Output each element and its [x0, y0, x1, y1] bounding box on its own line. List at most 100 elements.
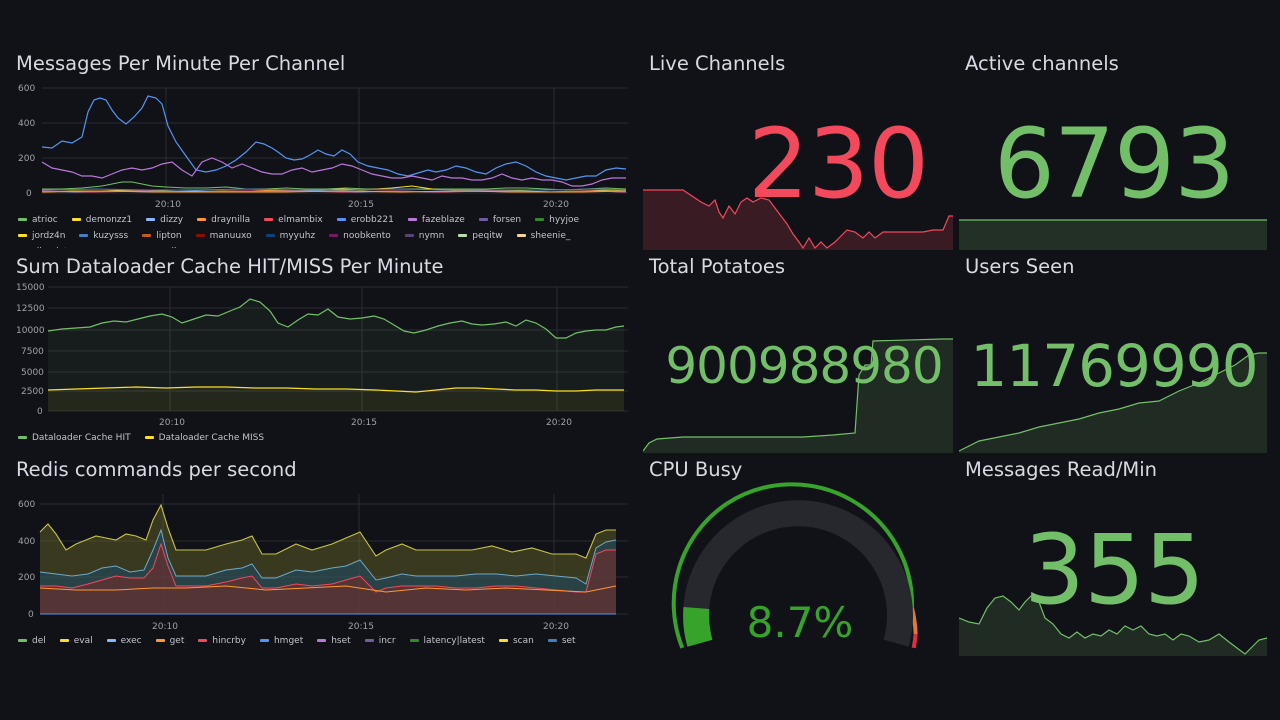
active-channels-sparkline [959, 219, 1267, 250]
legend-item[interactable]: manuuxo [195, 229, 252, 242]
x-tick-label: 20:20 [543, 622, 569, 632]
legend-item[interactable]: noobkento [329, 229, 391, 242]
panel-title: Users Seen [965, 255, 1075, 278]
panel-title: Active channels [965, 52, 1119, 75]
y-tick-label: 600 [18, 500, 35, 510]
series-area [48, 299, 624, 411]
legend-item[interactable]: demonzz1 [71, 213, 132, 226]
x-tick-label: 20:10 [155, 200, 181, 210]
legend-item[interactable]: elmambix [264, 213, 323, 226]
x-tick-label: 20:10 [152, 622, 178, 632]
legend-item[interactable]: lipton [142, 229, 182, 242]
messages-per-minute-panel[interactable]: Messages Per Minute Per Channel 600 400 … [16, 52, 632, 248]
total-potatoes-value: 900988980 [665, 337, 943, 395]
y-tick-label: 200 [18, 573, 35, 583]
legend-item[interactable]: fazeblaze [407, 213, 465, 226]
legend-item[interactable]: forsen [478, 213, 521, 226]
legend-item[interactable]: eval [59, 634, 93, 647]
legend-item[interactable]: hincrby [198, 634, 246, 647]
legend-item[interactable]: nymn [404, 229, 444, 242]
legend-item[interactable]: hmget [259, 634, 303, 647]
legend-item[interactable]: jordz4n [18, 229, 65, 242]
redis-chart: 600 400 200 0 20:10 20:15 20:20 [18, 494, 628, 632]
x-tick-label: 20:15 [348, 200, 374, 210]
legend-item[interactable]: get [155, 634, 184, 647]
y-tick-label: 0 [26, 189, 32, 199]
panel-title: Sum Dataloader Cache HIT/MISS Per Minute [16, 255, 444, 278]
legend-item[interactable]: draynilla [197, 213, 250, 226]
x-tick-label: 20:10 [159, 418, 185, 428]
panel-title: Redis commands per second [16, 458, 297, 481]
y-tick-label: 400 [18, 537, 35, 547]
series-area [48, 387, 624, 411]
legend-item[interactable]: exec [106, 634, 142, 647]
panel-title: CPU Busy [649, 458, 743, 481]
messages-read-sparkline [959, 595, 1268, 656]
legend-item[interactable]: hyyjoe [535, 213, 579, 226]
legend-item[interactable]: sunnys [87, 245, 133, 249]
y-tick-label: 600 [18, 84, 35, 94]
x-tick-label: 20:20 [543, 200, 569, 210]
cache-chart: 15000 12500 10000 7500 5000 2500 0 20:10… [16, 283, 628, 428]
legend-item[interactable]: vonza [213, 245, 254, 249]
series-line [41, 190, 627, 193]
panel-title: Messages Per Minute Per Channel [16, 52, 346, 75]
users-seen-panel[interactable]: Users Seen 11769990 [959, 255, 1269, 453]
x-tick-label: 20:15 [348, 622, 374, 632]
live-channels-sparkline [643, 189, 953, 250]
x-tick-label: 20:15 [351, 418, 377, 428]
series-line [42, 181, 627, 191]
series-line [47, 298, 625, 339]
legend-item[interactable]: Dataloader Cache HIT [18, 431, 131, 444]
redis-commands-panel[interactable]: Redis commands per second 600 400 200 0 … [16, 458, 632, 653]
total-potatoes-sparkline [643, 338, 953, 453]
legend-item[interactable]: dizzy [146, 213, 183, 226]
messages-read-value: 355 [1023, 514, 1205, 626]
total-potatoes-panel[interactable]: Total Potatoes 900988980 [643, 255, 953, 453]
legend-item[interactable]: valkyrae [147, 245, 199, 249]
messages-chart: 600 400 200 0 20:10 20:15 20:20 [18, 84, 628, 210]
cache-hit-miss-panel[interactable]: Sum Dataloader Cache HIT/MISS Per Minute… [16, 255, 632, 450]
y-tick-label: 200 [18, 154, 35, 164]
series-line [39, 585, 617, 593]
legend-item[interactable]: latency|latest [409, 634, 485, 647]
y-tick-label: 0 [37, 407, 43, 417]
series-line [41, 157, 626, 187]
series-line [41, 95, 627, 181]
series-line [39, 528, 617, 585]
live-channels-panel[interactable]: Live Channels 230 [643, 52, 953, 250]
panel-title: Messages Read/Min [965, 458, 1157, 481]
series-line [47, 386, 624, 393]
cpu-busy-panel[interactable]: CPU Busy 8.7% [643, 458, 953, 658]
legend-item[interactable]: kuzysss [79, 229, 128, 242]
panel-title: Total Potatoes [649, 255, 786, 278]
legend-item[interactable]: erobb221 [336, 213, 394, 226]
legend-item[interactable]: sheenie_ [516, 229, 570, 242]
legend-item[interactable]: incr [364, 634, 396, 647]
active-channels-panel[interactable]: Active channels 6793 [959, 52, 1269, 250]
legend-item[interactable]: Dataloader Cache MISS [144, 431, 264, 444]
legend-item[interactable]: del [18, 634, 46, 647]
cpu-busy-value: 8.7% [746, 598, 854, 647]
users-seen-sparkline [959, 352, 1267, 453]
legend-item[interactable]: slimplyty [18, 245, 73, 249]
legend-item[interactable]: xqc [268, 245, 298, 249]
legend-item[interactable]: peqitw [458, 229, 503, 242]
legend-item[interactable]: set [547, 634, 576, 647]
messages-legend: atrioc demonzz1 dizzy draynilla elmambix… [18, 213, 632, 248]
y-tick-label: 400 [18, 119, 35, 129]
y-tick-label: 2500 [21, 387, 44, 397]
series-line [39, 503, 616, 559]
y-tick-label: 12500 [16, 304, 45, 314]
active-channels-value: 6793 [993, 108, 1235, 220]
legend-item[interactable]: hset [317, 634, 351, 647]
messages-read-panel[interactable]: Messages Read/Min 355 [959, 458, 1269, 656]
users-seen-value: 11769990 [970, 332, 1258, 400]
cache-legend: Dataloader Cache HIT Dataloader Cache MI… [18, 431, 632, 444]
cpu-busy-gauge [671, 482, 918, 649]
y-tick-label: 15000 [16, 283, 45, 293]
legend-item[interactable]: scan [498, 634, 534, 647]
panel-title: Live Channels [649, 52, 786, 75]
legend-item[interactable]: atrioc [18, 213, 58, 226]
legend-item[interactable]: myyuhz [265, 229, 315, 242]
